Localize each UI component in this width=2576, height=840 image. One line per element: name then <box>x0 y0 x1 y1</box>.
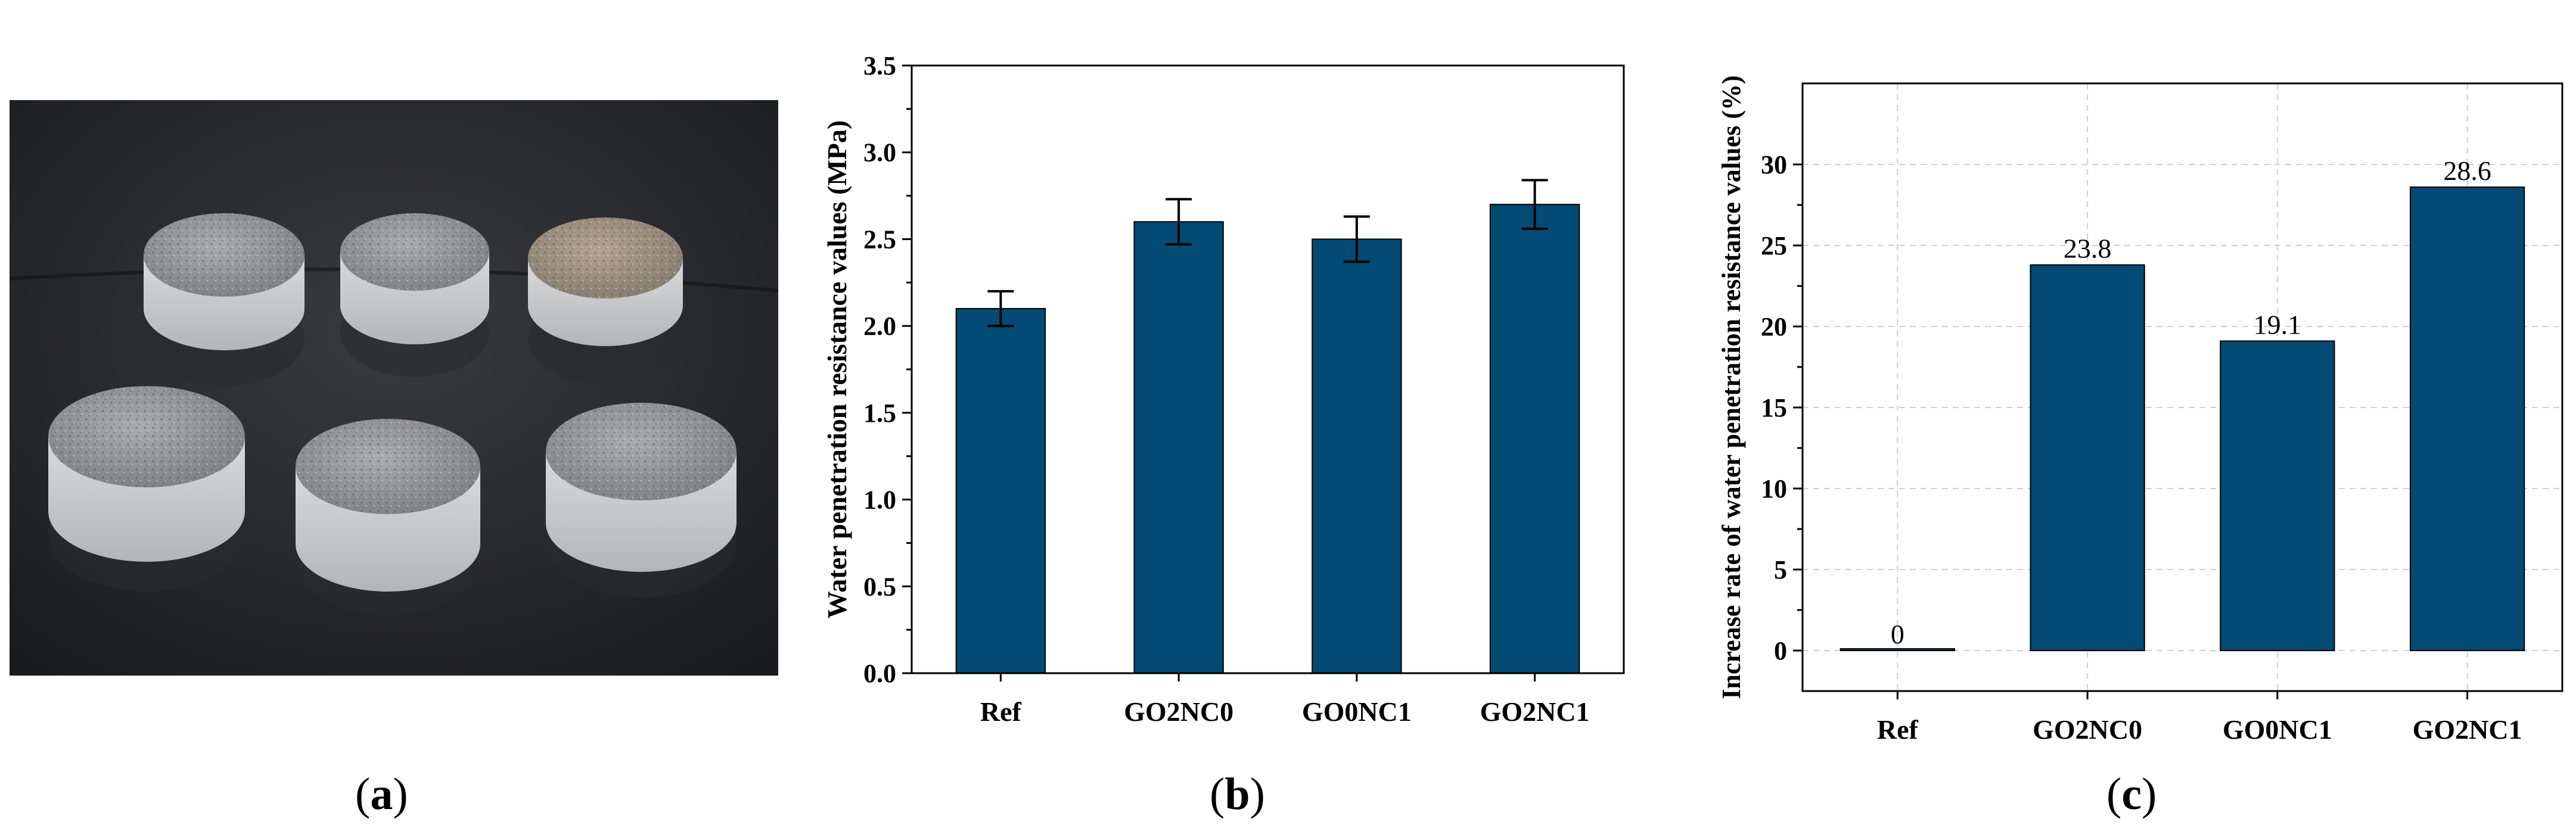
x-tick-label-0: Ref <box>980 696 1022 727</box>
specimen-photo-drawing <box>10 100 778 676</box>
y-tick-label-7: 3.5 <box>863 51 896 80</box>
y-tick-label-4: 2.0 <box>863 312 896 341</box>
y-tick-label-4: 20 <box>1761 312 1787 341</box>
bar-go0nc1 <box>1312 238 1402 674</box>
specimen-photo <box>10 100 778 676</box>
caption-a-letter: a <box>370 769 393 819</box>
x-tick-label-0: Ref <box>1877 714 1919 745</box>
specimen-back-left <box>144 213 304 386</box>
y-tick-label-3: 15 <box>1761 393 1787 422</box>
caption-c-letter: c <box>2121 769 2142 819</box>
data-label-1: 23.8 <box>2064 234 2112 264</box>
y-tick-label-3: 1.5 <box>863 399 896 428</box>
bar-go2nc1 <box>2410 186 2525 651</box>
data-label-2: 19.1 <box>2254 309 2302 340</box>
x-tick-label-3: GO2NC1 <box>2413 714 2522 745</box>
specimen-back-middle <box>340 213 489 377</box>
bar-ref <box>1839 648 1955 651</box>
bar-go2nc1 <box>1489 204 1580 674</box>
plot-frame <box>1801 82 2563 692</box>
caption-b: (b) <box>1210 769 1265 819</box>
bar-go2nc0 <box>1133 221 1224 674</box>
caption-c: (c) <box>2106 769 2157 819</box>
x-tick-label-2: GO0NC1 <box>2223 714 2332 745</box>
x-tick-label-3: GO2NC1 <box>1480 696 1590 727</box>
x-tick-label-1: GO2NC0 <box>1124 696 1233 727</box>
caption-b-letter: b <box>1225 769 1250 819</box>
x-tick-label-2: GO0NC1 <box>1302 696 1412 727</box>
y-tick-label-1: 0.5 <box>863 572 896 601</box>
data-label-3: 28.6 <box>2443 155 2491 186</box>
data-label-0: 0 <box>1891 619 1904 649</box>
y-tick-label-2: 10 <box>1761 474 1787 503</box>
specimen-back-right <box>528 217 683 385</box>
specimen-front-right <box>546 403 737 598</box>
plot-frame <box>911 64 1625 674</box>
y-tick-label-5: 2.5 <box>863 225 896 254</box>
y-tick-label-2: 1.0 <box>863 486 896 515</box>
y-tick-label-5: 25 <box>1761 231 1787 260</box>
y-tick-label-6: 30 <box>1761 150 1787 179</box>
bar-go0nc1 <box>2220 340 2335 651</box>
caption-a: (a) <box>355 769 408 819</box>
y-axis-label: Increase rate of water penetration resis… <box>1717 75 1746 699</box>
y-tick-label-0: 0.0 <box>863 659 896 688</box>
y-axis-label: Water penetration resistance values (MPa… <box>822 120 852 618</box>
y-tick-label-0: 0 <box>1774 636 1787 665</box>
y-tick-label-6: 3.0 <box>863 138 896 167</box>
bar-go2nc0 <box>2030 264 2145 651</box>
y-tick-label-1: 5 <box>1774 555 1787 584</box>
specimen-front-middle <box>296 419 480 615</box>
x-tick-label-1: GO2NC0 <box>2033 714 2142 745</box>
specimen-front-left <box>48 386 245 592</box>
bar-ref <box>955 308 1046 674</box>
